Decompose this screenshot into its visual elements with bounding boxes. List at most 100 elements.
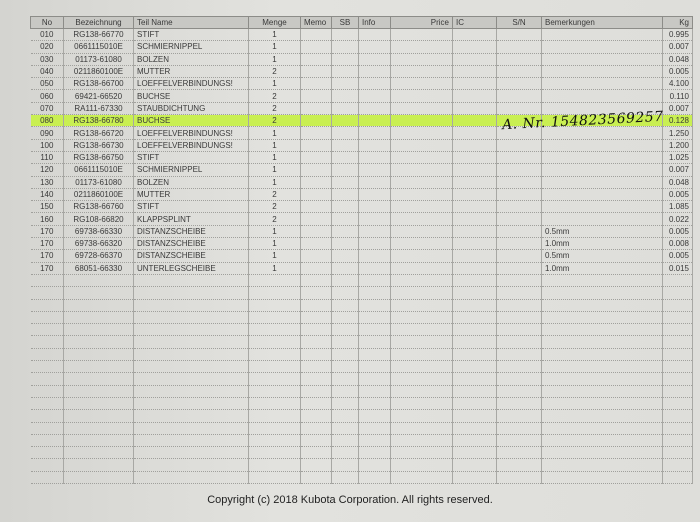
cell-empty <box>133 360 249 374</box>
cell-empty <box>300 262 332 275</box>
cell-empty <box>30 323 64 337</box>
cell-empty <box>300 176 332 189</box>
cell-name: SCHMIERNIPPEL <box>133 40 249 54</box>
cell-empty <box>390 397 453 411</box>
cell-bez: 69738-66330 <box>63 225 134 239</box>
cell-empty <box>662 274 693 288</box>
cell-empty <box>390 102 453 116</box>
cell-empty <box>248 397 301 411</box>
cell-name: MUTTER <box>133 65 249 79</box>
cell-empty <box>541 335 663 349</box>
cell-empty <box>358 323 391 337</box>
cell-empty <box>133 348 249 362</box>
cell-empty <box>662 348 693 362</box>
cell-empty <box>496 397 542 411</box>
cell-empty <box>331 311 359 325</box>
table-row: 140 0211860100E MUTTER 2 0.005 <box>30 188 693 202</box>
cell-bem <box>541 53 663 66</box>
cell-empty <box>358 360 391 374</box>
cell-empty <box>358 458 391 472</box>
cell-empty <box>133 409 249 423</box>
cell-kg: 0.007 <box>662 40 693 54</box>
cell-empty <box>300 102 332 116</box>
cell-empty <box>452 360 497 374</box>
cell-empty <box>63 299 134 312</box>
cell-empty <box>133 274 249 288</box>
cell-empty <box>390 237 453 251</box>
cell-empty <box>358 471 391 484</box>
cell-empty <box>452 409 497 423</box>
cell-menge: 1 <box>248 40 301 54</box>
empty-row <box>30 434 693 448</box>
cell-empty <box>133 323 249 337</box>
cell-kg: 1.200 <box>662 139 693 152</box>
cell-empty <box>300 274 332 288</box>
cell-empty <box>30 385 64 398</box>
column-header-bemerkungen: Bemerkungen <box>541 16 663 29</box>
cell-kg: 0.005 <box>662 188 693 202</box>
cell-empty <box>496 372 542 386</box>
cell-bez: RG138-66770 <box>63 28 134 42</box>
cell-no: 150 <box>30 200 64 214</box>
cell-empty <box>300 471 332 484</box>
cell-empty <box>358 77 391 91</box>
cell-empty <box>358 385 391 398</box>
cell-empty <box>358 311 391 325</box>
cell-empty <box>541 409 663 423</box>
cell-empty <box>248 446 301 460</box>
cell-empty <box>390 249 453 263</box>
cell-bez: RG138-66730 <box>63 139 134 152</box>
table-row: 110 RG138-66750 STIFT 1 1.025 <box>30 151 693 165</box>
cell-empty <box>390 262 453 275</box>
cell-empty <box>390 176 453 189</box>
cell-empty <box>300 28 332 42</box>
cell-empty <box>248 335 301 349</box>
table-header: No Bezeichnung Teil Name Menge Memo SB Info Pri… <box>30 16 693 29</box>
cell-empty <box>63 286 134 300</box>
cell-no: 130 <box>30 176 64 189</box>
cell-kg: 4.100 <box>662 77 693 91</box>
cell-empty <box>496 385 542 398</box>
empty-row <box>30 409 693 423</box>
cell-empty <box>300 65 332 79</box>
empty-row <box>30 323 693 337</box>
table-row: 130 01173-61080 BOLZEN 1 0.048 <box>30 176 693 189</box>
cell-empty <box>541 397 663 411</box>
cell-name: STIFT <box>133 200 249 214</box>
cell-no: 110 <box>30 151 64 165</box>
cell-empty <box>133 422 249 435</box>
cell-empty <box>63 434 134 448</box>
cell-empty <box>133 335 249 349</box>
cell-no: 070 <box>30 102 64 116</box>
cell-empty <box>358 249 391 263</box>
cell-bez: 0211860100E <box>63 188 134 202</box>
cell-empty <box>452 139 497 152</box>
cell-menge: 2 <box>248 188 301 202</box>
cell-empty <box>63 323 134 337</box>
cell-empty <box>496 126 542 140</box>
cell-empty <box>300 360 332 374</box>
cell-empty <box>30 299 64 312</box>
cell-no: 090 <box>30 126 64 140</box>
cell-empty <box>496 28 542 42</box>
cell-bem: 1.0mm <box>541 262 663 275</box>
cell-kg: 0.995 <box>662 28 693 42</box>
empty-row <box>30 335 693 349</box>
cell-empty <box>541 458 663 472</box>
cell-empty <box>300 126 332 140</box>
cell-menge: 2 <box>248 114 301 128</box>
cell-bez: RG138-66780 <box>63 114 134 128</box>
cell-empty <box>496 422 542 435</box>
cell-empty <box>133 397 249 411</box>
cell-empty <box>662 360 693 374</box>
cell-empty <box>390 163 453 177</box>
empty-row <box>30 311 693 325</box>
cell-empty <box>452 225 497 239</box>
column-header-info: Info <box>358 16 391 29</box>
cell-empty <box>452 89 497 103</box>
cell-empty <box>133 471 249 484</box>
cell-empty <box>541 446 663 460</box>
cell-no: 040 <box>30 65 64 79</box>
cell-empty <box>30 286 64 300</box>
cell-empty <box>300 53 332 66</box>
